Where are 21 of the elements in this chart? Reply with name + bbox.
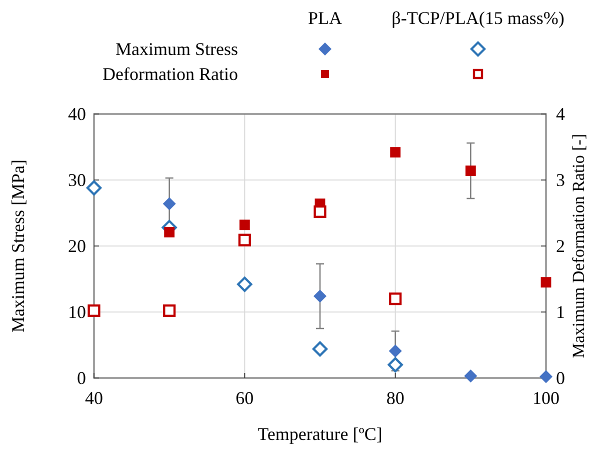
y-axis-title: Maximum Stress [MPa]	[8, 160, 28, 332]
y2-axis-title: Maximum Deformation Ratio [-]	[569, 134, 588, 358]
text: β-TCP/PLA(15 mass%)	[392, 8, 564, 28]
y-tick-label: 10	[68, 302, 86, 322]
x-tick-label: 60	[236, 388, 254, 408]
y2-tick-label: 3	[556, 170, 565, 190]
x-tick-label: 100	[532, 388, 560, 408]
y2-tick-label: 0	[556, 368, 565, 388]
x-tick-label: 40	[85, 388, 103, 408]
y-tick-label: 40	[68, 104, 86, 124]
x-axis-title: Temperature [ºC]	[258, 424, 382, 444]
text: PLA	[308, 8, 342, 28]
y2-tick-label: 2	[556, 236, 565, 256]
text: Deformation Ratio	[102, 64, 238, 84]
x-tick-label: 80	[386, 388, 404, 408]
y2-tick-label: 4	[556, 104, 565, 124]
text: Maximum Stress	[115, 39, 238, 59]
y2-tick-label: 1	[556, 302, 565, 322]
y-tick-label: 0	[77, 368, 86, 388]
y-tick-label: 30	[68, 170, 86, 190]
y-tick-label: 20	[68, 236, 86, 256]
